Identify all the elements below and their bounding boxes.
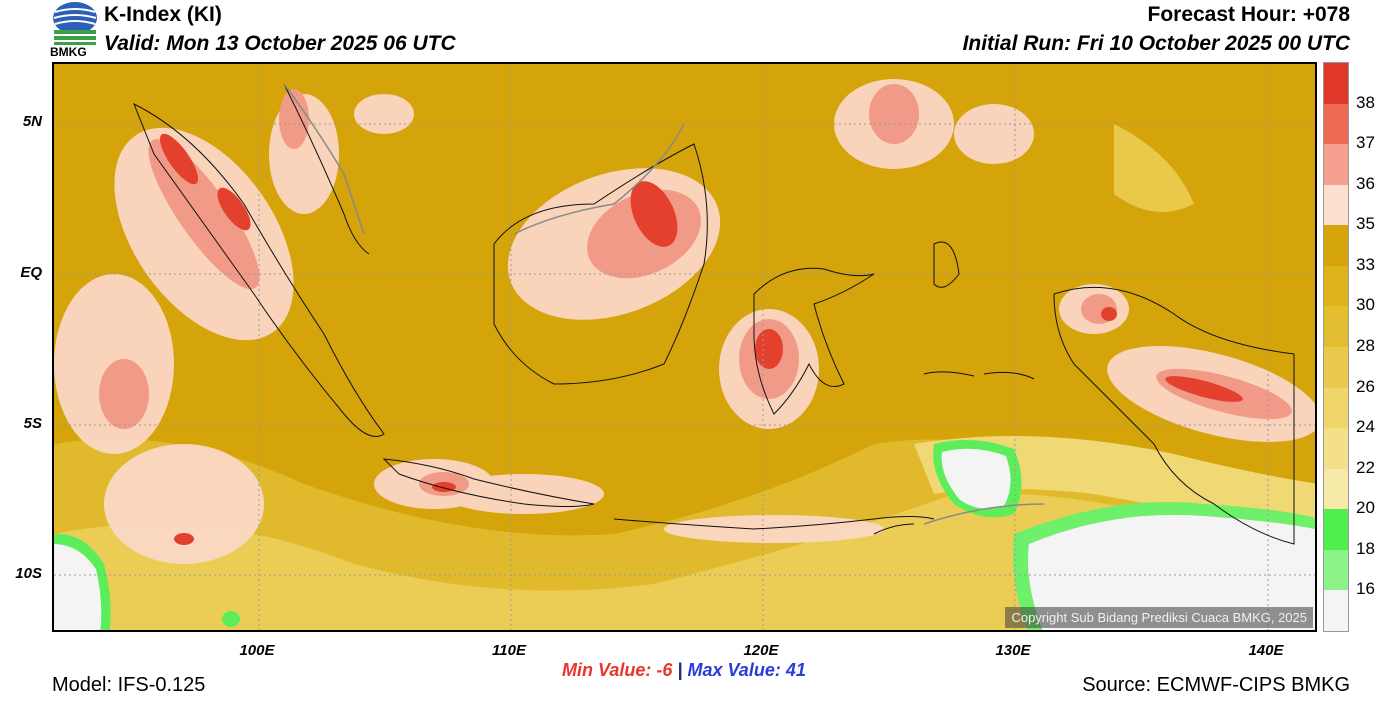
colorbar-segment: [1324, 590, 1348, 631]
lat-label-5n: 5N: [22, 113, 42, 130]
separator: |: [677, 660, 683, 680]
min-value: -6: [656, 660, 673, 680]
colorbar-label: 28: [1356, 336, 1375, 355]
bmkg-logo: BMKG: [50, 0, 100, 60]
lat-label-eq: EQ: [20, 264, 42, 281]
lon-label-130e: 130E: [995, 642, 1031, 659]
forecast-hour: Forecast Hour: +078: [1147, 3, 1351, 26]
colorbar-segment: [1324, 346, 1348, 388]
k-index-map: Copyright Sub Bidang Prediksi Cuaca BMKG…: [52, 62, 1317, 632]
lat-label-10s: 10S: [15, 565, 42, 582]
colorbar-label: 18: [1356, 538, 1375, 558]
lon-label-120e: 120E: [743, 642, 779, 659]
initial-run: Initial Run: Fri 10 October 2025 00 UTC: [962, 32, 1350, 55]
max-label: Max Value:: [687, 660, 781, 680]
colorbar-segment: [1324, 428, 1348, 469]
colorbar-label: 37: [1356, 133, 1375, 153]
min-max-values: Min Value: -6 | Max Value: 41: [562, 660, 806, 681]
max-value: 41: [785, 660, 806, 680]
colorbar-segment: [1324, 549, 1348, 591]
colorbar-segment: [1324, 306, 1348, 347]
lat-label-5s: 5S: [23, 415, 42, 432]
colorbar-label: 36: [1356, 173, 1375, 193]
colorbar-label: 35: [1356, 214, 1375, 234]
colorbar-segment: [1324, 63, 1348, 104]
colorbar: [1323, 62, 1349, 632]
lon-label-100e: 100E: [239, 642, 275, 659]
model-label: Model: IFS-0.125: [52, 674, 206, 696]
lon-label-110e: 110E: [492, 642, 526, 659]
chart-title: K-Index (KI): [104, 3, 222, 26]
colorbar-segment: [1324, 144, 1348, 185]
colorbar-label: 38: [1356, 92, 1375, 112]
colorbar-label: 26: [1356, 376, 1375, 396]
source-label: Source: ECMWF-CIPS BMKG: [1082, 674, 1350, 696]
map-canvas: [54, 64, 1315, 630]
colorbar-segment: [1324, 265, 1348, 307]
colorbar-segment: [1324, 103, 1348, 145]
colorbar-label: 20: [1356, 498, 1375, 518]
valid-time: Valid: Mon 13 October 2025 06 UTC: [104, 32, 456, 55]
colorbar-segment: [1324, 387, 1348, 429]
colorbar-label: 33: [1356, 254, 1375, 274]
colorbar-segment: [1324, 509, 1348, 550]
colorbar-segment: [1324, 468, 1348, 510]
min-label: Min Value:: [562, 660, 652, 680]
logo-text: BMKG: [50, 45, 87, 59]
copyright-notice: Copyright Sub Bidang Prediksi Cuaca BMKG…: [1005, 607, 1313, 628]
colorbar-segment: [1324, 225, 1348, 266]
colorbar-label: 24: [1356, 417, 1375, 437]
lon-label-140e: 140E: [1248, 642, 1284, 659]
colorbar-label: 22: [1356, 457, 1375, 477]
colorbar-label: 16: [1356, 579, 1375, 599]
colorbar-segment: [1324, 184, 1348, 226]
colorbar-label: 30: [1356, 295, 1375, 315]
